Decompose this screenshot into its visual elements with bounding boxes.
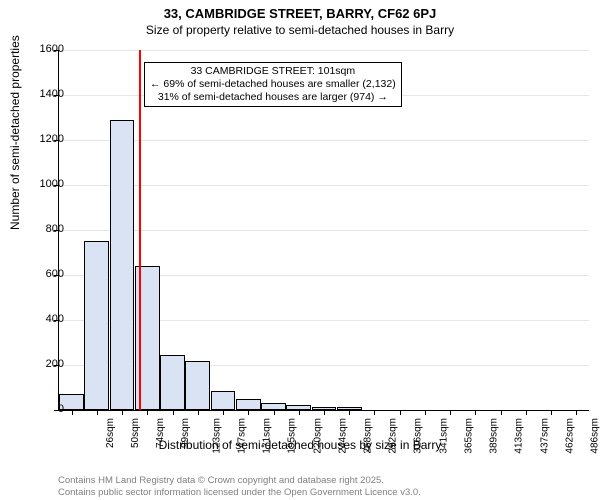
ytick-label: 0: [24, 403, 64, 415]
xtick-mark: [425, 410, 426, 415]
xtick-label: 26sqm: [105, 418, 116, 448]
histogram-bar: [110, 120, 135, 410]
histogram-bar: [84, 241, 109, 410]
histogram-bar: [261, 403, 286, 410]
xtick-label: 74sqm: [155, 418, 166, 448]
xtick-label: 341sqm: [438, 418, 449, 454]
xtick-mark: [248, 410, 249, 415]
xtick-mark: [324, 410, 325, 415]
xtick-label: 171sqm: [262, 418, 273, 454]
histogram-bar: [211, 391, 236, 410]
page-subtitle: Size of property relative to semi-detach…: [0, 23, 600, 37]
xtick-label: 389sqm: [489, 418, 500, 454]
xtick-mark: [97, 410, 98, 415]
xtick-label: 147sqm: [236, 418, 247, 454]
page-title: 33, CAMBRIDGE STREET, BARRY, CF62 6PJ: [0, 6, 600, 21]
xtick-mark: [576, 410, 577, 415]
xtick-label: 437sqm: [539, 418, 550, 454]
xtick-mark: [551, 410, 552, 415]
xtick-label: 50sqm: [130, 418, 141, 448]
x-axis-label: Distribution of semi-detached houses by …: [0, 438, 600, 452]
histogram-bar: [236, 399, 261, 410]
credits-line-2: Contains public sector information licen…: [58, 487, 421, 498]
histogram-bar: [160, 355, 185, 410]
annotation-box: 33 CAMBRIDGE STREET: 101sqm← 69% of semi…: [144, 62, 402, 107]
xtick-label: 365sqm: [464, 418, 475, 454]
credits: Contains HM Land Registry data © Crown c…: [58, 475, 421, 498]
xtick-mark: [147, 410, 148, 415]
ytick-label: 800: [24, 223, 64, 235]
xtick-label: 195sqm: [287, 418, 298, 454]
xtick-mark: [400, 410, 401, 415]
xtick-label: 123sqm: [211, 418, 222, 454]
ytick-label: 600: [24, 268, 64, 280]
xtick-label: 316sqm: [413, 418, 424, 454]
xtick-label: 486sqm: [590, 418, 600, 454]
ytick-label: 400: [24, 313, 64, 325]
xtick-mark: [223, 410, 224, 415]
credits-line-1: Contains HM Land Registry data © Crown c…: [58, 475, 421, 486]
annotation-line-2: ← 69% of semi-detached houses are smalle…: [150, 78, 396, 91]
xtick-mark: [72, 410, 73, 415]
xtick-label: 413sqm: [514, 418, 525, 454]
xtick-label: 99sqm: [180, 418, 191, 448]
ytick-label: 1600: [24, 43, 64, 55]
histogram-bar: [185, 361, 210, 411]
marker-line: [139, 50, 141, 410]
xtick-mark: [349, 410, 350, 415]
histogram-bar: [312, 407, 337, 410]
annotation-line-3: 31% of semi-detached houses are larger (…: [150, 91, 396, 104]
xtick-mark: [526, 410, 527, 415]
annotation-line-1: 33 CAMBRIDGE STREET: 101sqm: [150, 65, 396, 78]
ytick-label: 200: [24, 358, 64, 370]
xtick-label: 462sqm: [564, 418, 575, 454]
histogram-bar: [337, 407, 362, 410]
xtick-mark: [374, 410, 375, 415]
xtick-mark: [198, 410, 199, 415]
y-axis-label: Number of semi-detached properties: [8, 35, 22, 230]
ytick-label: 1200: [24, 133, 64, 145]
xtick-label: 220sqm: [312, 418, 323, 454]
xtick-mark: [501, 410, 502, 415]
histogram-bar: [286, 405, 311, 410]
xtick-mark: [299, 410, 300, 415]
xtick-label: 292sqm: [388, 418, 399, 454]
plot-area: 33 CAMBRIDGE STREET: 101sqm← 69% of semi…: [58, 50, 589, 411]
xtick-mark: [274, 410, 275, 415]
xtick-label: 268sqm: [363, 418, 374, 454]
xtick-mark: [173, 410, 174, 415]
chart-container: Number of semi-detached properties 33 CA…: [0, 40, 600, 460]
xtick-mark: [475, 410, 476, 415]
xtick-mark: [450, 410, 451, 415]
ytick-label: 1000: [24, 178, 64, 190]
xtick-mark: [122, 410, 123, 415]
xtick-label: 244sqm: [337, 418, 348, 454]
ytick-label: 1400: [24, 88, 64, 100]
